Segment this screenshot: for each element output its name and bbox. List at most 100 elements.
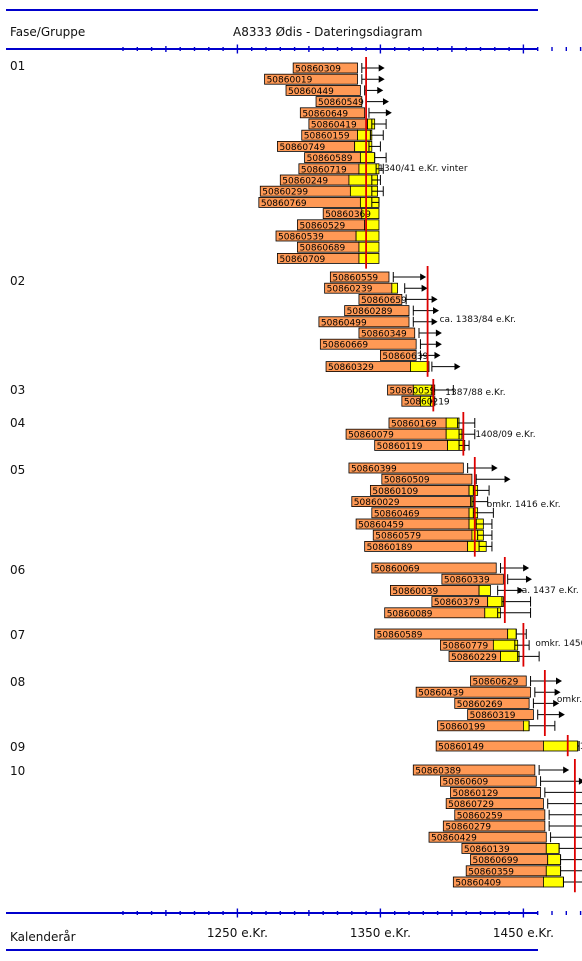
felling-annotation: 1480/81 e.Kr. bbox=[580, 742, 582, 752]
sample-bar: 50860249 bbox=[279, 174, 381, 187]
sample-bar: 50860019 bbox=[264, 73, 385, 86]
sample-bar: 50860379 bbox=[431, 596, 532, 608]
felling-annotation: omkr. 1416 e.Kr. bbox=[487, 500, 561, 510]
sample-bar: 50860399 bbox=[348, 462, 498, 475]
sample-bar: 50860159 bbox=[301, 129, 384, 142]
group-label: 03 bbox=[10, 383, 25, 397]
group-label: 04 bbox=[10, 416, 25, 430]
heartwood-bar bbox=[348, 462, 464, 474]
sample-bar: 50860389 bbox=[412, 764, 570, 777]
sample-bar: 50860029 bbox=[351, 496, 489, 508]
arrow-head bbox=[454, 363, 461, 371]
sample-id: 50860749 bbox=[279, 143, 325, 153]
sample-id: 50860189 bbox=[367, 543, 413, 553]
sapwood-bar bbox=[355, 230, 380, 242]
sample-id: 50860029 bbox=[354, 498, 400, 508]
sample-bar: 50860369 bbox=[322, 208, 380, 220]
heartwood-bar bbox=[371, 562, 497, 574]
sample-id: 50860769 bbox=[261, 199, 307, 209]
sample-id: 50860719 bbox=[301, 165, 347, 175]
sample-bar: 50860219 bbox=[401, 395, 450, 408]
sapwood-bar bbox=[364, 219, 380, 231]
heartwood-bar bbox=[329, 271, 390, 283]
group-08: 08 50860629 508604395086026950860319508601… bbox=[10, 670, 582, 736]
x-tick-label: 1450 e.Kr. bbox=[493, 926, 554, 940]
sample-bar: 50860749 bbox=[277, 140, 381, 153]
sample-bar: 50860559 bbox=[329, 271, 427, 284]
sample-bar: 50860299 bbox=[259, 185, 384, 198]
sample-id: 50860199 bbox=[440, 722, 486, 732]
heartwood-bar bbox=[467, 709, 534, 720]
sample-bar: 50860279 bbox=[442, 820, 582, 833]
sample-bar: 50860639 bbox=[379, 349, 441, 362]
sample-bar: 50860669 bbox=[319, 338, 442, 351]
felling-annotation: 1408/09 e.Kr. bbox=[475, 430, 535, 440]
groups-layer: 01 50860309508600195086044950860549508606… bbox=[10, 57, 582, 893]
sample-bar: 50860089 bbox=[384, 607, 532, 619]
sample-bar: 50860429 bbox=[428, 831, 582, 844]
group-02: 02 50860559508602395086065950860289508604… bbox=[10, 266, 516, 377]
sample-id: 50860079 bbox=[348, 431, 394, 441]
sample-bar: 50860529 bbox=[297, 219, 380, 231]
sample-bar: 50860339 bbox=[441, 573, 532, 586]
sample-id: 50860729 bbox=[448, 800, 494, 810]
sample-id: 50860779 bbox=[442, 642, 488, 652]
sample-id: 50860609 bbox=[442, 778, 488, 788]
heartwood-bar bbox=[441, 573, 504, 585]
sapwood-bar bbox=[359, 152, 376, 164]
sample-id: 50860449 bbox=[288, 87, 334, 97]
sapwood-bar bbox=[543, 876, 564, 888]
group-06: 06 50860069 50860339 5086003950860379508600… bbox=[10, 557, 579, 623]
sample-bar: 50860439 bbox=[415, 686, 561, 699]
sample-bar: 50860139 bbox=[461, 843, 582, 855]
sample-bar: 50860149 bbox=[435, 740, 580, 753]
sample-id: 50860629 bbox=[472, 678, 518, 688]
heartwood-bar bbox=[445, 798, 544, 809]
sample-id: 50860019 bbox=[267, 76, 313, 86]
sample-bar: 50860699 bbox=[470, 854, 582, 866]
arrow-head bbox=[554, 688, 561, 696]
arrow-head bbox=[382, 98, 389, 106]
sample-id: 50860639 bbox=[382, 352, 428, 362]
sample-bar: 50860769 bbox=[258, 196, 380, 209]
sample-bar: 50860459 bbox=[355, 518, 493, 531]
sample-id: 50860169 bbox=[391, 420, 437, 430]
sample-bar: 50860709 bbox=[277, 252, 380, 265]
arrow-head bbox=[435, 340, 442, 348]
sample-id: 50860699 bbox=[472, 856, 518, 866]
group-label: 06 bbox=[10, 563, 25, 577]
sample-id: 50860329 bbox=[328, 363, 374, 373]
sapwood-bar bbox=[358, 252, 380, 264]
sapwood-bar bbox=[545, 843, 560, 854]
sample-id: 50860259 bbox=[457, 811, 503, 821]
sapwood-bar bbox=[358, 241, 380, 253]
sapwood-bar bbox=[523, 720, 530, 732]
heartwood-bar bbox=[379, 349, 417, 361]
group-09: 09 50860149 1480/81 e.Kr. bbox=[10, 735, 582, 757]
sample-id: 50860339 bbox=[444, 576, 490, 586]
sample-bar: 50860719 bbox=[298, 163, 384, 175]
sapwood-bar bbox=[487, 596, 504, 607]
sample-bar: 50860359 bbox=[465, 865, 582, 877]
sample-id: 50860349 bbox=[361, 330, 407, 340]
heartwood-bar bbox=[470, 675, 527, 687]
sample-bar: 50860779 bbox=[440, 639, 530, 652]
heartwood-bar bbox=[319, 338, 417, 350]
heartwood-bar bbox=[454, 698, 530, 709]
sample-id: 50860069 bbox=[374, 565, 420, 575]
sample-id: 50860539 bbox=[278, 233, 324, 243]
heartwood-bar bbox=[318, 316, 410, 328]
heartwood-bar bbox=[315, 96, 363, 107]
sample-id: 50860219 bbox=[404, 398, 450, 408]
sample-id: 50860409 bbox=[455, 879, 501, 889]
sample-bar: 50860589 bbox=[304, 152, 387, 164]
header-left: Fase/Gruppe bbox=[10, 25, 85, 39]
heartwood-bar bbox=[358, 327, 416, 339]
sample-bar: 50860169 bbox=[388, 417, 476, 430]
sample-bar: 50860259 bbox=[454, 809, 582, 821]
sample-id: 50860289 bbox=[347, 307, 393, 317]
sample-bar: 50860039 bbox=[390, 585, 524, 597]
sample-id: 50860039 bbox=[392, 587, 438, 597]
